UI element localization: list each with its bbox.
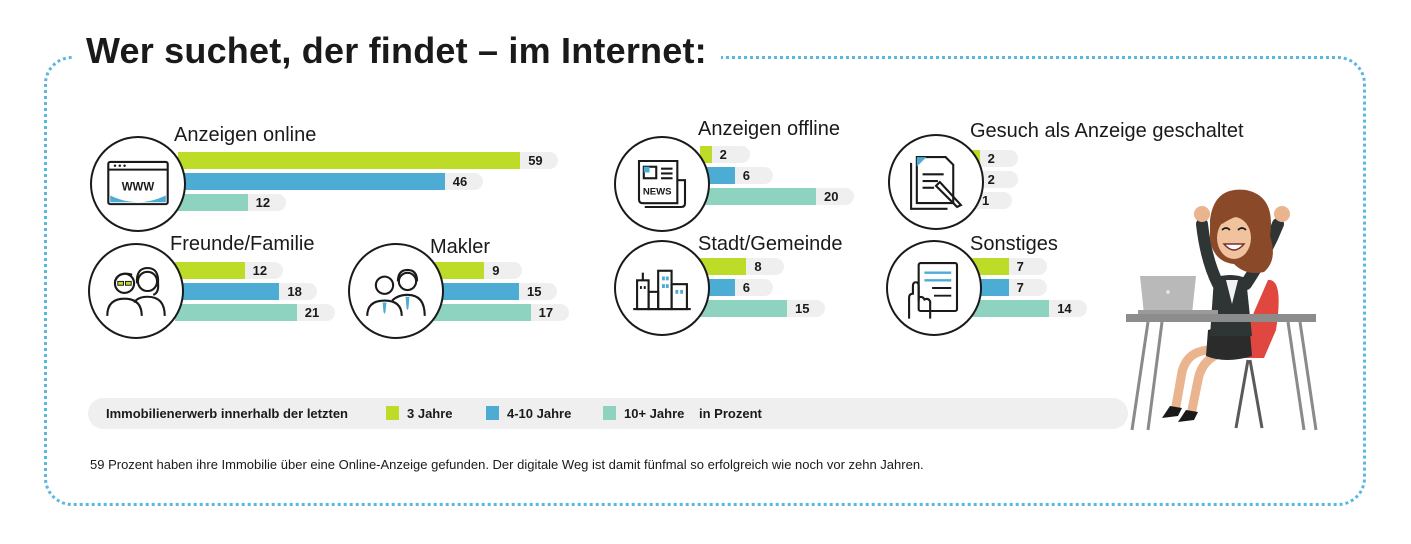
svg-text:NEWS: NEWS <box>643 187 672 198</box>
bar-10plus-jahre <box>178 194 248 211</box>
bar-value-label: 12 <box>255 195 271 210</box>
legend-swatch-4-10-jahre <box>486 406 499 420</box>
cheering-woman-illustration <box>1118 180 1324 432</box>
bar-track <box>700 258 785 275</box>
bar-value-label: 18 <box>287 284 302 299</box>
legend-label-10plus-jahre: 10+ Jahre <box>624 406 685 421</box>
bar-track <box>432 304 569 321</box>
bar-10plus-jahre <box>700 188 816 205</box>
group-label: Stadt/Gemeinde <box>698 233 843 255</box>
legend-label-3-jahre: 3 Jahre <box>407 406 453 421</box>
bar-track <box>175 283 318 300</box>
footnote: 59 Prozent haben ihre Immobilie über ein… <box>90 457 924 472</box>
bar-3-jahre <box>175 262 245 279</box>
bar-10plus-jahre <box>175 304 297 321</box>
friends-family-icon <box>88 243 184 339</box>
bar-track <box>175 304 335 321</box>
legend-swatch-10plus-jahre <box>603 406 616 420</box>
group-label: Freunde/Familie <box>170 233 315 255</box>
bar-track <box>175 262 283 279</box>
bar-3-jahre <box>178 152 521 169</box>
group-label: Gesuch als Anzeige geschaltet <box>970 120 1244 142</box>
bar-3-jahre <box>700 146 712 163</box>
bar-track <box>178 173 483 190</box>
bar-track <box>432 283 557 300</box>
realtor-icon <box>348 243 444 339</box>
bar-10plus-jahre <box>432 304 531 321</box>
bar-value-label: 1 <box>982 193 990 208</box>
bar-value-label: 7 <box>1016 280 1024 295</box>
bar-value-label: 17 <box>538 305 554 320</box>
bar-track <box>700 279 773 296</box>
legend-label-4-10-jahre: 4-10 Jahre <box>507 406 572 421</box>
bar-track <box>178 194 286 211</box>
bar-track <box>968 300 1088 317</box>
bar-4-10-jahre <box>175 283 280 300</box>
bar-value-label: 6 <box>742 280 751 295</box>
hand-form-icon <box>886 240 982 336</box>
bar-value-label: 6 <box>742 168 751 183</box>
bar-value-label: 7 <box>1016 259 1024 274</box>
bar-track <box>432 262 523 279</box>
bar-track <box>700 146 750 163</box>
bar-3-jahre <box>432 262 485 279</box>
bar-value-label: 15 <box>795 301 810 316</box>
bar-track <box>178 152 559 169</box>
newspaper-icon: NEWS <box>614 136 710 232</box>
group-label: Sonstiges <box>970 233 1058 255</box>
legend-title: Immobilienerwerb innerhalb der letzten <box>106 406 348 421</box>
svg-text:WWW: WWW <box>122 182 155 194</box>
bar-value-label: 20 <box>824 189 839 204</box>
bar-track <box>700 188 854 205</box>
group-label: Anzeigen online <box>174 124 317 146</box>
group-label: Anzeigen offline <box>698 118 840 140</box>
bar-4-10-jahre <box>178 173 445 190</box>
document-pen-icon <box>888 134 984 230</box>
city-buildings-icon <box>614 240 710 336</box>
bar-value-label: 2 <box>719 147 727 162</box>
bar-value-label: 59 <box>528 153 543 168</box>
legend: Immobilienerwerb innerhalb der letzten 3… <box>88 398 1128 429</box>
bar-value-label: 2 <box>987 172 995 187</box>
bar-value-label: 12 <box>252 263 268 278</box>
bar-value-label: 9 <box>492 263 500 278</box>
bar-10plus-jahre <box>700 300 787 317</box>
bar-10plus-jahre <box>968 300 1050 317</box>
bar-track <box>700 300 825 317</box>
bar-3-jahre <box>700 258 747 275</box>
bar-value-label: 21 <box>304 305 320 320</box>
bar-track <box>700 167 773 184</box>
page-title: Wer suchet, der findet – im Internet: <box>72 30 721 72</box>
bar-value-label: 2 <box>987 151 995 166</box>
www-browser-icon: WWW <box>90 136 186 232</box>
legend-unit: in Prozent <box>699 406 762 421</box>
bar-value-label: 46 <box>452 174 468 189</box>
legend-swatch-3-jahre <box>386 406 399 420</box>
bar-value-label: 15 <box>527 284 542 299</box>
bar-4-10-jahre <box>432 283 519 300</box>
bar-value-label: 8 <box>754 259 762 274</box>
bar-value-label: 14 <box>1057 301 1072 316</box>
group-label: Makler <box>430 236 491 258</box>
